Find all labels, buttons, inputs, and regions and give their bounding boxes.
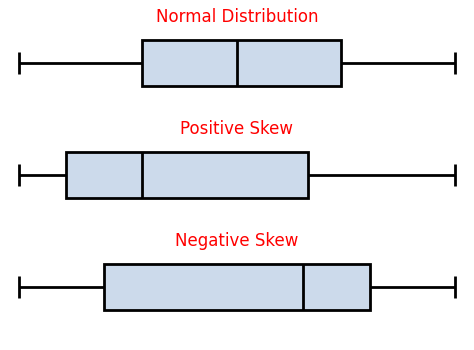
Bar (104, 264, 370, 310)
Bar (66, 152, 308, 198)
Text: Normal Distribution: Normal Distribution (156, 8, 318, 26)
Text: Negative Skew: Negative Skew (175, 232, 299, 250)
Text: Positive Skew: Positive Skew (181, 120, 293, 138)
Bar (142, 40, 341, 86)
